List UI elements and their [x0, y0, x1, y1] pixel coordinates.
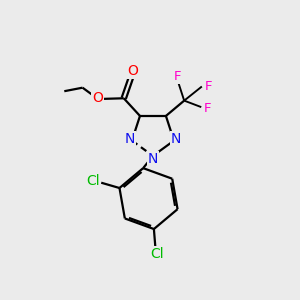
- Text: O: O: [92, 91, 103, 105]
- Text: Cl: Cl: [86, 174, 100, 188]
- Text: N: N: [124, 132, 135, 146]
- Text: N: N: [171, 132, 181, 146]
- Text: F: F: [205, 80, 212, 93]
- Text: N: N: [148, 152, 158, 167]
- Text: F: F: [204, 102, 212, 115]
- Text: Cl: Cl: [150, 247, 164, 261]
- Text: F: F: [174, 70, 182, 83]
- Text: O: O: [127, 64, 138, 78]
